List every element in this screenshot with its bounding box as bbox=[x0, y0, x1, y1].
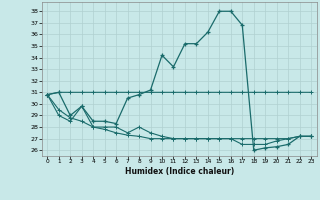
X-axis label: Humidex (Indice chaleur): Humidex (Indice chaleur) bbox=[124, 167, 234, 176]
